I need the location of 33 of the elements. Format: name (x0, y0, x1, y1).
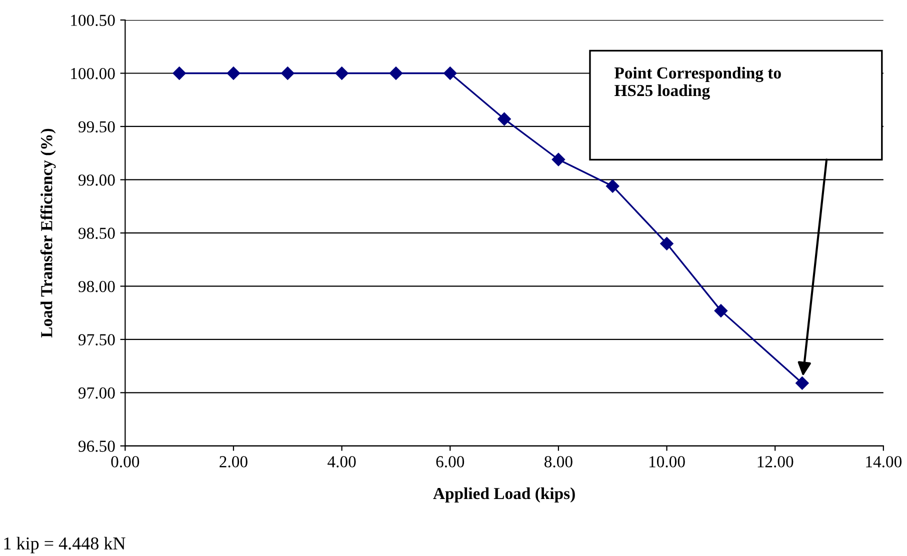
y-tick-label: 99.00 (78, 174, 115, 186)
point (172, 66, 186, 80)
x-tick-label: 0.00 (111, 456, 140, 468)
y-tick-label: 96.50 (78, 440, 115, 452)
x-tick-label: 12.00 (758, 456, 794, 468)
y-tick-label: 100.50 (71, 14, 115, 26)
point (714, 304, 728, 318)
point (498, 112, 511, 126)
annotation: Point Corresponding to HS25 loading (614, 66, 781, 100)
y-tick-label: 100.00 (71, 68, 115, 80)
y-tick-label: 97.50 (78, 334, 115, 346)
x-tick-label: 8.00 (544, 456, 572, 468)
point (796, 376, 809, 390)
y-axis-title: Load Transfer Efficiency (%) (40, 128, 56, 338)
point (444, 66, 457, 80)
x-tick-label: 6.00 (436, 456, 464, 468)
point (606, 180, 620, 193)
x-axis-title: Applied Load (kips) (433, 487, 575, 503)
y-tick-label: 98.00 (78, 280, 115, 292)
x-tick-label: 14.00 (866, 456, 902, 468)
y-tick-label: 97.00 (78, 387, 115, 399)
point (389, 66, 403, 80)
y-tick-label: 98.50 (78, 228, 115, 239)
point (226, 66, 240, 80)
point (281, 66, 294, 80)
point (335, 66, 348, 80)
text: 1 kip = 4.448 kN (4, 536, 126, 554)
y-tick-label: 99.50 (78, 121, 115, 133)
x-tick-label: 2.00 (220, 456, 248, 468)
x-tick-label: 10.00 (649, 456, 685, 468)
point (552, 152, 566, 166)
x-tick-label: 4.00 (328, 456, 356, 468)
point (660, 237, 674, 250)
